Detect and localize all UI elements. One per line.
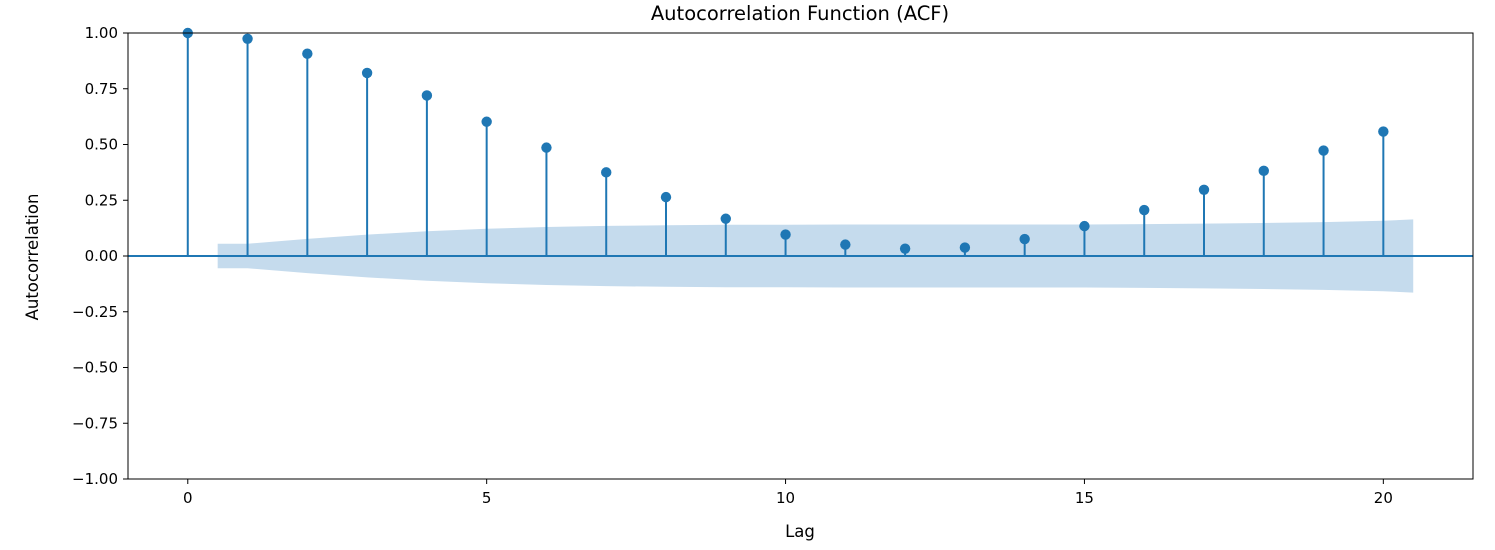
y-tick-label: 0.75 xyxy=(85,80,118,98)
stem-marker-lag-3 xyxy=(361,67,373,79)
stem-marker-lag-9 xyxy=(720,213,731,224)
stem-marker-lag-16 xyxy=(1139,204,1150,216)
stem-marker-lag-8 xyxy=(660,191,672,203)
x-tick-label: 10 xyxy=(776,489,795,507)
stem-marker-lag-13 xyxy=(959,242,971,253)
stem-marker-lag-6 xyxy=(541,142,552,153)
y-tick-label: 1.00 xyxy=(85,24,118,42)
x-tick-label: 5 xyxy=(482,489,492,507)
stem-marker-lag-14 xyxy=(1019,233,1030,245)
y-tick-label: −0.50 xyxy=(72,359,118,377)
stem-marker-lag-1 xyxy=(242,33,253,44)
stem-marker-lag-17 xyxy=(1198,184,1210,195)
chart-title: Autocorrelation Function (ACF) xyxy=(651,2,949,25)
stem-marker-lag-12 xyxy=(899,243,911,254)
x-tick-label: 0 xyxy=(183,489,193,507)
y-tick-label: −1.00 xyxy=(72,470,118,488)
y-tick-label: 0.25 xyxy=(85,191,118,209)
stem-marker-lag-7 xyxy=(601,167,612,178)
stem-marker-lag-20 xyxy=(1378,126,1389,137)
y-tick-label: 0.50 xyxy=(85,136,118,154)
y-tick-label: −0.25 xyxy=(72,303,118,321)
stem-marker-lag-19 xyxy=(1318,145,1329,156)
stem-marker-lag-4 xyxy=(421,90,433,101)
y-tick-label: 0.00 xyxy=(85,247,118,265)
stem-marker-lag-2 xyxy=(302,48,313,59)
stem-marker-lag-5 xyxy=(481,116,492,127)
x-axis-label: Lag xyxy=(785,522,815,541)
stem-marker-lag-15 xyxy=(1079,220,1090,232)
y-tick-label: −0.75 xyxy=(72,414,118,432)
stems-layer xyxy=(182,27,1389,256)
stem-marker-lag-11 xyxy=(840,239,851,250)
stem-marker-lag-18 xyxy=(1258,165,1269,177)
x-tick-label: 20 xyxy=(1374,489,1393,507)
y-axis-label: Autocorrelation xyxy=(23,194,42,321)
stem-marker-lag-10 xyxy=(780,229,791,240)
x-tick-label: 15 xyxy=(1075,489,1094,507)
ticks-layer: 0 5 10 15 20 −1.00 −0.75 −0.50 −0.25 0.00 0.25 0.50… xyxy=(72,24,1393,507)
